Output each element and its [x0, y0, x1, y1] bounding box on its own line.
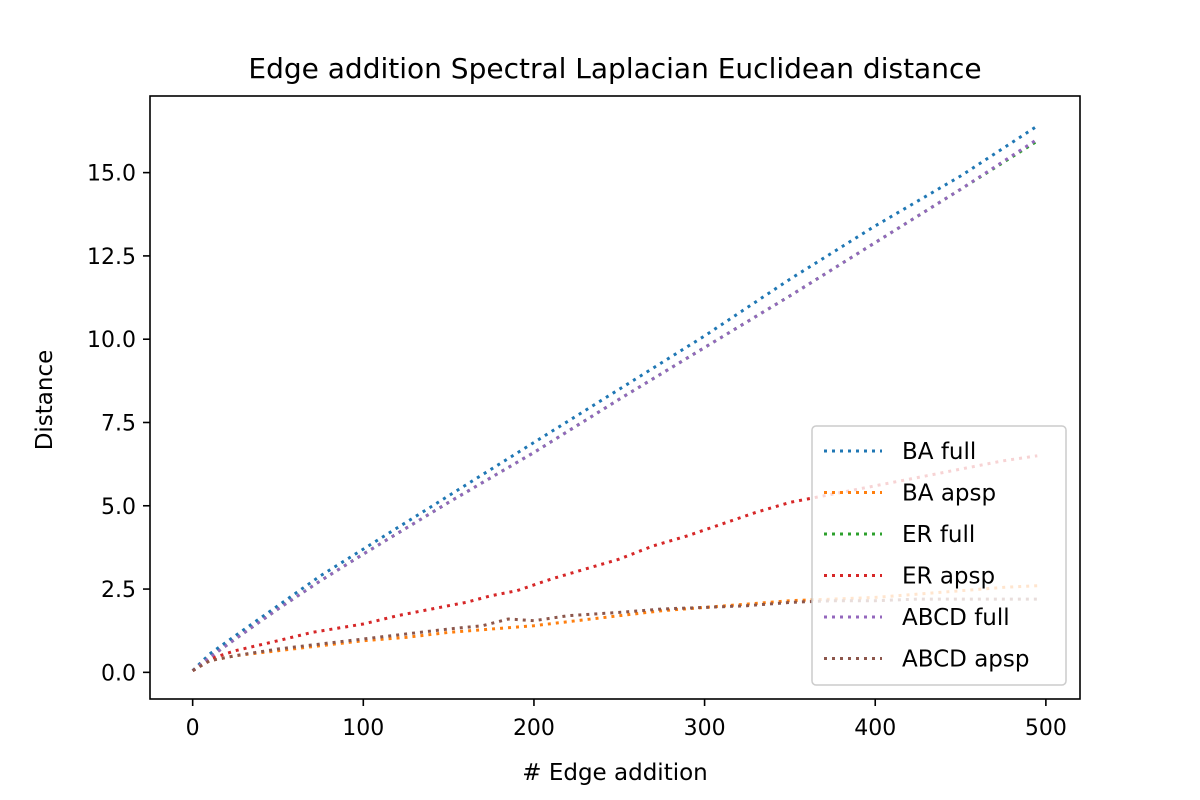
- legend-label-abcd-full: ABCD full: [902, 605, 1010, 631]
- series-line-ba-full: [191, 124, 1039, 672]
- x-tick-label: 500: [1025, 716, 1067, 741]
- y-tick-label: 2.5: [101, 578, 136, 603]
- y-axis: 0.0 2.5 5.0 7.5 10.0 12.5 15.0: [87, 162, 150, 686]
- legend-label-ba-apsp: BA apsp: [902, 481, 996, 507]
- y-tick-label: 7.5: [101, 411, 136, 436]
- legend-label-er-apsp: ER apsp: [902, 564, 995, 590]
- x-tick-label: 0: [186, 716, 200, 741]
- y-tick-label: 10.0: [87, 328, 136, 353]
- y-tick-label: 15.0: [87, 162, 136, 187]
- y-tick-label: 12.5: [87, 245, 136, 270]
- x-axis: 0 100 200 300 400 500: [186, 699, 1067, 741]
- plot-frame: [149, 95, 1081, 700]
- y-axis-label: Distance: [32, 350, 58, 451]
- y-tick-label: 0.0: [101, 661, 136, 686]
- x-axis-label: # Edge addition: [522, 760, 708, 786]
- legend-box: [811, 425, 1067, 686]
- legend: BA full BA apsp ER full ER apsp ABCD full ABC…: [811, 425, 1067, 686]
- series-line-ba-apsp: [191, 584, 1038, 672]
- y-tick-label: 5.0: [101, 495, 136, 520]
- x-tick-label: 100: [342, 716, 384, 741]
- x-tick-label: 200: [513, 716, 555, 741]
- legend-items: BA full BA apsp ER full ER apsp ABCD full ABC…: [824, 439, 1029, 673]
- series-layer: [191, 124, 1039, 672]
- legend-label-abcd-apsp: ABCD apsp: [902, 647, 1029, 673]
- x-tick-label: 400: [854, 716, 896, 741]
- legend-label-ba-full: BA full: [902, 439, 976, 465]
- legend-label-er-full: ER full: [902, 522, 975, 548]
- x-tick-label: 300: [684, 716, 726, 741]
- chart-title: Edge addition Spectral Laplacian Euclide…: [248, 52, 981, 85]
